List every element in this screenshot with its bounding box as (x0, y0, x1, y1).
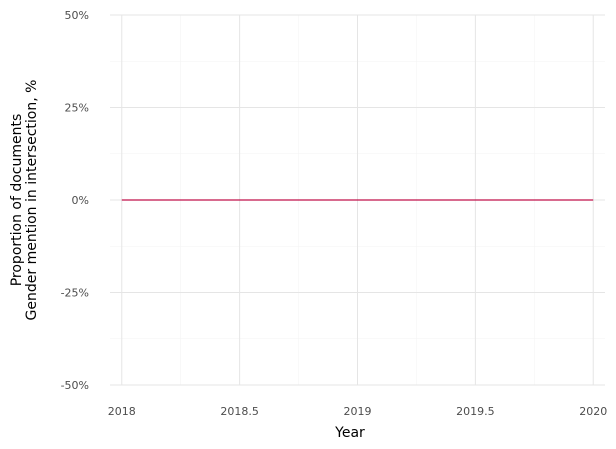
y-tick-label: 50% (65, 9, 89, 22)
y-tick-label: 0% (72, 194, 89, 207)
y-tick-label: 25% (65, 102, 89, 115)
x-tick-label: 2019.5 (456, 405, 495, 418)
y-tick-label: -50% (61, 379, 89, 392)
x-tick-label: 2018.5 (220, 405, 259, 418)
y-tick-label: -25% (61, 287, 89, 300)
x-tick-labels: 2018 2018.5 2019 2019.5 2020 (108, 405, 607, 418)
y-tick-labels: 50% 25% 0% -25% -50% (61, 9, 89, 392)
x-axis-title: Year (334, 425, 365, 441)
x-tick-label: 2019 (344, 405, 372, 418)
x-tick-label: 2018 (108, 405, 136, 418)
y-axis-title-line-1: Proportion of documents (9, 114, 25, 287)
y-axis-title-line-2: Gender mention in intersection, % (24, 80, 40, 321)
x-tick-label: 2020 (579, 405, 607, 418)
